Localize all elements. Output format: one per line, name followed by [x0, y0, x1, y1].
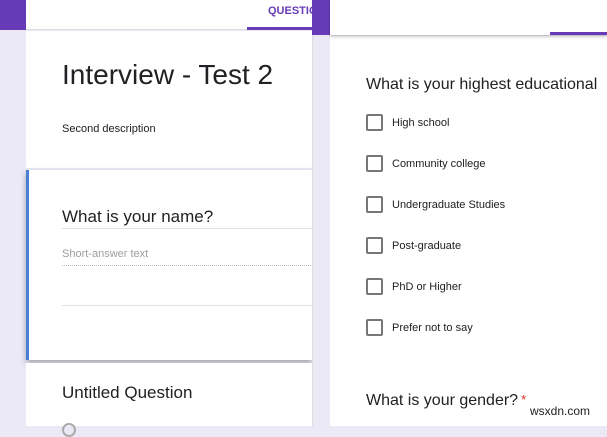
- question-card-active[interactable]: What is your name? Short-answer text: [26, 170, 315, 360]
- checkbox-icon[interactable]: [366, 114, 383, 131]
- gender-question-text: What is your gender?: [366, 392, 519, 409]
- divider: [62, 305, 315, 306]
- form-title[interactable]: Interview - Test 2: [62, 59, 274, 90]
- option-phd[interactable]: PhD or Higher: [366, 278, 462, 295]
- checkbox-icon[interactable]: [366, 278, 383, 295]
- option-community-college[interactable]: Community college: [366, 155, 486, 172]
- editor-header: [26, 0, 312, 30]
- preview-card: What is your highest educational High sc…: [330, 36, 607, 426]
- checkbox-icon[interactable]: [366, 319, 383, 336]
- option-high-school[interactable]: High school: [366, 114, 449, 131]
- preview-header-band: [312, 0, 330, 35]
- preview-margin: [312, 0, 330, 426]
- question-card[interactable]: Untitled Question: [26, 363, 312, 437]
- question-title[interactable]: What is your name?: [62, 207, 214, 226]
- answer-underline: [62, 265, 315, 266]
- preview-header: [330, 0, 607, 35]
- question-title[interactable]: Untitled Question: [62, 383, 193, 402]
- option-label: High school: [392, 116, 450, 129]
- option-prefer-not[interactable]: Prefer not to say: [366, 319, 473, 336]
- divider: [62, 228, 315, 229]
- checkbox-icon[interactable]: [366, 237, 383, 254]
- checkbox-icon[interactable]: [366, 155, 383, 172]
- form-title-card[interactable]: Interview - Test 2 Second description: [26, 31, 312, 168]
- gender-question: What is your gender? *: [366, 392, 526, 410]
- option-label: Community college: [392, 157, 486, 170]
- option-post-graduate[interactable]: Post-graduate: [366, 237, 461, 254]
- option-label: Prefer not to say: [392, 321, 473, 334]
- education-question: What is your highest educational: [366, 76, 598, 93]
- option-undergraduate[interactable]: Undergraduate Studies: [366, 196, 505, 213]
- radio-icon: [62, 423, 76, 437]
- option-label: PhD or Higher: [392, 280, 462, 293]
- option-label: Undergraduate Studies: [392, 198, 506, 211]
- short-answer-placeholder: Short-answer text: [62, 248, 149, 260]
- tab-questions[interactable]: QUESTIONS: [268, 5, 312, 17]
- option-label: Post-graduate: [392, 239, 462, 252]
- checkbox-icon[interactable]: [366, 196, 383, 213]
- header-band: [0, 0, 26, 30]
- form-description[interactable]: Second description: [62, 123, 156, 135]
- watermark: wsxdn.com: [530, 404, 591, 418]
- required-mark: *: [521, 392, 527, 407]
- active-tab-indicator: [247, 27, 312, 30]
- active-tab-indicator: [550, 32, 607, 35]
